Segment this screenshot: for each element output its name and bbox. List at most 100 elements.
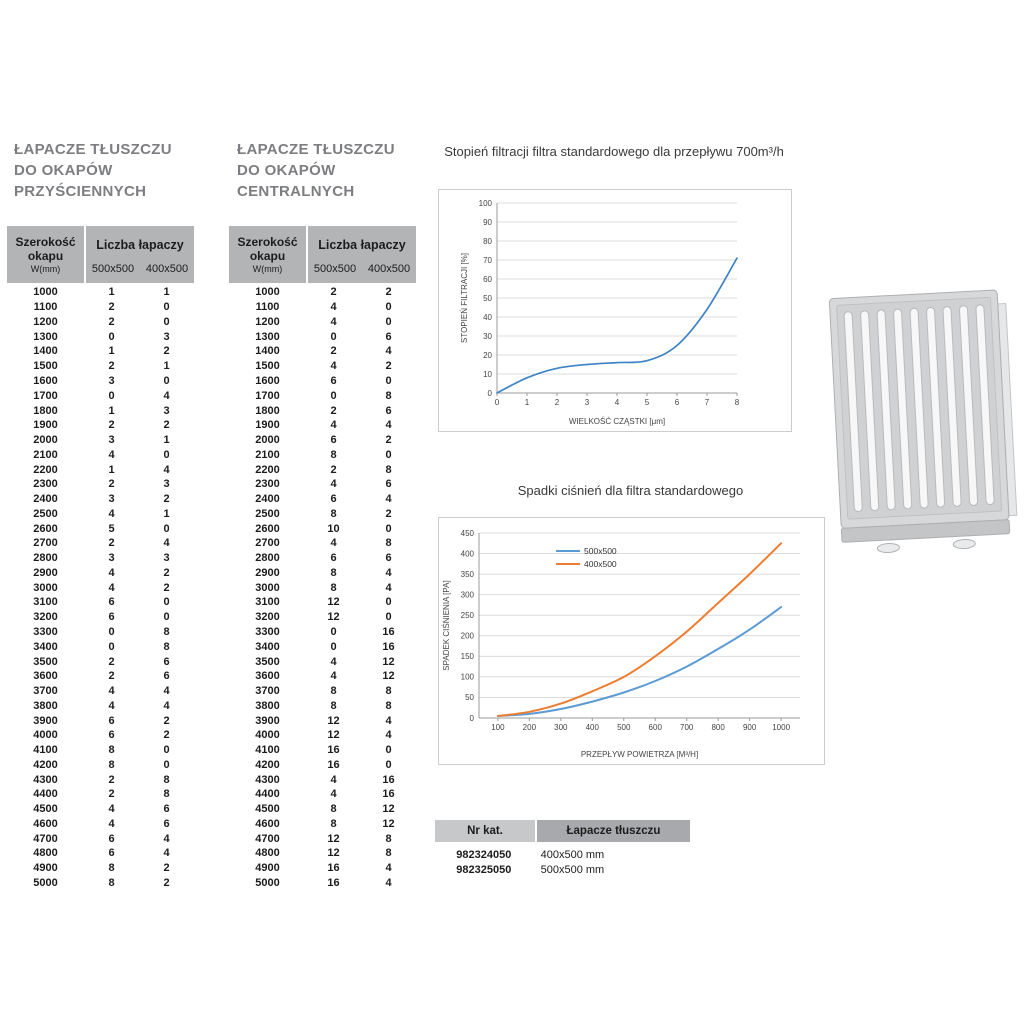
table-cell: 8: [330, 581, 337, 594]
table-row: 3900 6 2: [7, 713, 194, 728]
table-cell: 3: [108, 374, 115, 387]
svg-text:10: 10: [483, 370, 492, 379]
wall-hoods-table: Szerokość okapu W(mm) Liczba łapaczy 500…: [7, 226, 194, 890]
table-cell: 0: [108, 625, 115, 638]
table-cell: 3500: [33, 655, 58, 668]
svg-text:800: 800: [711, 723, 725, 732]
table-cell: 0: [385, 448, 392, 461]
table-cell: 16: [382, 788, 395, 801]
svg-text:50: 50: [483, 294, 492, 303]
table-cell: 12: [327, 596, 340, 609]
table-cell: 2600: [33, 522, 58, 535]
table-header: Szerokość okapu W(mm) Liczba łapaczy 500…: [7, 226, 194, 283]
table-row: 3400 0 16: [229, 639, 416, 654]
grease-trap-header: Łapacze tłuszczu: [537, 820, 690, 842]
table-row: 4100 16 0: [229, 743, 416, 758]
table-cell: 0: [385, 758, 392, 771]
table-cell: 4: [330, 670, 337, 683]
table-cell: 8: [385, 685, 392, 698]
table-row: 1000 1 1: [7, 285, 194, 300]
table-row: 2100 8 0: [229, 447, 416, 462]
table-row: 3100 6 0: [7, 595, 194, 610]
table-row: 3800 4 4: [7, 698, 194, 713]
table-cell: 0: [385, 596, 392, 609]
table-cell: 3200: [33, 611, 58, 624]
table-cell: 2: [108, 655, 115, 668]
table-cell: 2100: [33, 448, 58, 461]
svg-text:350: 350: [461, 570, 475, 579]
table-cell: 0: [163, 448, 170, 461]
table-row: 4600 4 6: [7, 817, 194, 832]
table-cell: 4: [163, 537, 170, 550]
table-cell: 4: [108, 566, 115, 579]
table-row: 2100 4 0: [7, 447, 194, 462]
trap-count-header: Liczba łapaczy 500x500 400x500: [86, 226, 194, 283]
table-cell: 3800: [255, 699, 280, 712]
table-row: 1600 3 0: [7, 374, 194, 389]
table-cell: 0: [163, 374, 170, 387]
table-cell: 4: [385, 729, 392, 742]
table-cell: 5: [108, 522, 115, 535]
table-cell: 2: [108, 537, 115, 550]
table-cell: 4400: [255, 788, 280, 801]
table-cell: 4600: [33, 817, 58, 830]
table-cell: 4: [385, 419, 392, 432]
table-row: 1200 4 0: [229, 315, 416, 330]
svg-text:WIELKOŚĆ CZĄSTKI [μm]: WIELKOŚĆ CZĄSTKI [μm]: [569, 417, 665, 426]
table-cell: 2: [108, 360, 115, 373]
table-cell: 2400: [255, 493, 280, 506]
table-cell: 4700: [33, 832, 58, 845]
table-cell: 12: [327, 832, 340, 845]
table-cell: 1700: [33, 389, 58, 402]
table-row: 4000 6 2: [7, 728, 194, 743]
table-cell: 2: [163, 581, 170, 594]
table-row: 1800 2 6: [229, 403, 416, 418]
table-row: 4200 16 0: [229, 758, 416, 773]
table-cell: 12: [382, 655, 395, 668]
table-row: 3900 12 4: [229, 713, 416, 728]
table-row: 1500 4 2: [229, 359, 416, 374]
grease-filter-image: [828, 289, 1018, 554]
table-row: 1700 0 4: [7, 388, 194, 403]
svg-text:20: 20: [483, 351, 492, 360]
table-cell: 4: [385, 581, 392, 594]
table-row: 3700 8 8: [229, 684, 416, 699]
title-line: ŁAPACZE TŁUSZCZU: [14, 141, 172, 158]
table-cell: 0: [385, 374, 392, 387]
table-cell: 2: [108, 315, 115, 328]
table-cell: 2: [330, 404, 337, 417]
table-cell: 4100: [33, 744, 58, 757]
table-cell: 6: [385, 478, 392, 491]
table-row: 2300 2 3: [7, 477, 194, 492]
table-cell: 3900: [255, 714, 280, 727]
table-cell: 4: [163, 463, 170, 476]
svg-text:8: 8: [735, 398, 740, 407]
table-row: 1800 1 3: [7, 403, 194, 418]
table-cell: 12: [327, 611, 340, 624]
table-cell: 982324050: [456, 848, 512, 861]
table-cell: 4: [385, 493, 392, 506]
table-cell: 2: [108, 419, 115, 432]
table-cell: 8: [108, 877, 115, 889]
table-cell: 16: [382, 625, 395, 638]
table-row: 2600 5 0: [7, 521, 194, 536]
table-cell: 1600: [255, 374, 280, 387]
table-row: 4300 4 16: [229, 772, 416, 787]
table-cell: 4100: [255, 744, 280, 757]
table-row: 1400 1 2: [7, 344, 194, 359]
table-row: 3300 0 16: [229, 625, 416, 640]
table-cell: 0: [385, 611, 392, 624]
header-label: Szerokość: [237, 235, 298, 249]
header-group-label: Liczba łapaczy: [96, 237, 184, 252]
table-cell: 2000: [255, 434, 280, 447]
table-row: 4700 12 8: [229, 831, 416, 846]
table-cell: 1900: [255, 419, 280, 432]
svg-text:40: 40: [483, 313, 492, 322]
table-cell: 4: [108, 699, 115, 712]
table-cell: 2200: [255, 463, 280, 476]
table-row: 2700 4 8: [229, 536, 416, 551]
table-cell: 1: [108, 286, 115, 299]
table-cell: 3: [163, 404, 170, 417]
table-cell: 4: [385, 862, 392, 875]
table-cell: 0: [108, 640, 115, 653]
